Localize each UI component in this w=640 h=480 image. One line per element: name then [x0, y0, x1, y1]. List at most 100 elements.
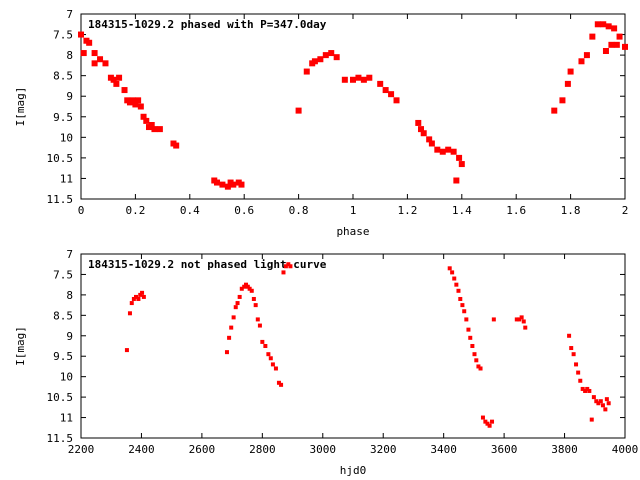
unphased-y-tick-label: 10.5	[47, 391, 74, 404]
unphased-data-point	[229, 325, 234, 330]
phased-data-point	[564, 80, 571, 87]
unphased-data-point	[134, 294, 139, 299]
unphased-data-point	[474, 358, 479, 363]
unphased-data-point	[283, 264, 288, 269]
phased-data-point	[458, 161, 465, 168]
unphased-light-curve-panel: 2200 2400 2600 2800 3000 3200 3400 3600 3800 4000…	[14, 248, 638, 477]
phased-data-point	[608, 41, 615, 48]
phased-data-point	[613, 41, 620, 48]
unphased-data-point	[127, 311, 132, 316]
unphased-data-point	[485, 421, 490, 426]
phased-y-tick-label: 9	[66, 90, 73, 103]
unphased-data-point	[235, 301, 240, 306]
unphased-data-point	[464, 317, 469, 322]
phased-data-point	[143, 117, 150, 124]
unphased-data-point	[519, 315, 524, 320]
phased-data-point	[238, 181, 245, 188]
unphased-data-point	[276, 380, 281, 385]
unphased-data-point	[462, 309, 467, 314]
unphased-data-point	[454, 282, 459, 287]
phased-data-point	[173, 142, 180, 149]
unphased-y-tick-label: 9.5	[53, 350, 73, 363]
phased-data-point	[333, 54, 340, 61]
unphased-data-point	[253, 303, 258, 308]
unphased-data-point	[260, 339, 265, 344]
phased-data-point	[415, 119, 422, 126]
phased-data-point	[311, 58, 318, 65]
unphased-data-point	[483, 419, 488, 424]
unphased-data-point	[286, 262, 291, 267]
phased-data-point	[439, 148, 446, 155]
phased-data-point	[453, 177, 460, 184]
unphased-data-point	[227, 335, 232, 340]
unphased-data-point	[231, 315, 236, 320]
unphased-data-point	[263, 344, 268, 348]
unphased-data-point	[452, 276, 457, 281]
phased-data-point	[78, 31, 84, 38]
unphased-data-point	[456, 288, 461, 293]
phased-plot-frame	[80, 13, 626, 200]
phased-data-point	[91, 60, 98, 67]
unphased-y-axis-label: I[mag]	[14, 326, 27, 366]
phased-y-tick-label: 11.5	[47, 193, 74, 206]
unphased-data-point	[478, 366, 483, 371]
phased-data-point	[322, 52, 329, 59]
phased-data-point	[110, 76, 117, 83]
unphased-data-point	[141, 294, 146, 299]
unphased-y-tick-label: 8	[66, 289, 73, 302]
unphased-y-tick-label: 7.5	[53, 268, 73, 281]
unphased-data-point	[138, 292, 143, 297]
unphased-data-point	[587, 388, 592, 393]
unphased-data-point	[594, 399, 599, 404]
unphased-data-point	[576, 370, 581, 375]
phased-data-point	[86, 39, 93, 46]
phased-data-point	[129, 97, 136, 104]
phased-data-point	[622, 43, 628, 50]
unphased-data-point	[124, 348, 129, 353]
unphased-data-point	[600, 403, 605, 408]
phased-y-tick-label: 8	[66, 49, 73, 62]
phased-y-tick-label: 10	[60, 131, 73, 144]
unphased-x-tick-label: 2200	[68, 443, 95, 456]
unphased-data-point	[490, 419, 495, 424]
unphased-data-point	[255, 317, 260, 322]
phased-data-point	[317, 56, 324, 63]
phased-data-point	[360, 76, 367, 83]
unphased-y-tick-label: 11	[60, 412, 73, 425]
unphased-data-point	[598, 399, 603, 404]
unphased-data-point	[245, 284, 250, 289]
phased-data-point	[230, 181, 237, 188]
phased-plot-title: 184315-1029.2 phased with P=347.0day	[88, 18, 327, 31]
unphased-data-point	[136, 296, 141, 301]
phased-data-point	[97, 56, 104, 63]
phased-data-point	[600, 21, 607, 28]
unphased-data-point	[242, 284, 247, 289]
unphased-x-tick-label: 3200	[370, 443, 397, 456]
phased-x-axis-label: phase	[336, 225, 369, 238]
unphased-data-point	[589, 417, 594, 422]
unphased-x-tick-label: 3000	[310, 443, 337, 456]
phased-data-point	[428, 140, 435, 147]
phased-data-point	[393, 97, 400, 104]
phased-data-point	[426, 136, 433, 143]
phased-light-curve-panel: 0 0.2 0.4 0.6 0.8 1 1.2 1.4 1.6 1.8 2 7 7.5 8 8.5 9 9.5 1…	[14, 8, 628, 238]
unphased-data-point	[569, 346, 574, 351]
unphased-y-tick-label: 10	[60, 371, 73, 384]
phased-x-tick-label: 1.2	[397, 204, 417, 217]
unphased-data-point	[580, 386, 585, 391]
unphased-data-point	[468, 335, 473, 340]
phased-y-tick-label: 11	[60, 172, 73, 185]
unphased-data-point	[523, 325, 528, 330]
unphased-x-tick-label: 2400	[128, 443, 155, 456]
unphased-data-point	[476, 364, 481, 369]
phased-y-tick-label: 7	[66, 8, 73, 21]
unphased-data-point	[521, 319, 526, 324]
unphased-data-point	[578, 378, 583, 383]
unphased-data-point	[288, 264, 293, 269]
phased-data-point	[450, 148, 457, 155]
unphased-data-point	[603, 407, 608, 412]
unphased-x-tick-label: 4000	[612, 443, 639, 456]
phased-data-point	[148, 122, 155, 128]
phased-data-point	[350, 76, 356, 83]
